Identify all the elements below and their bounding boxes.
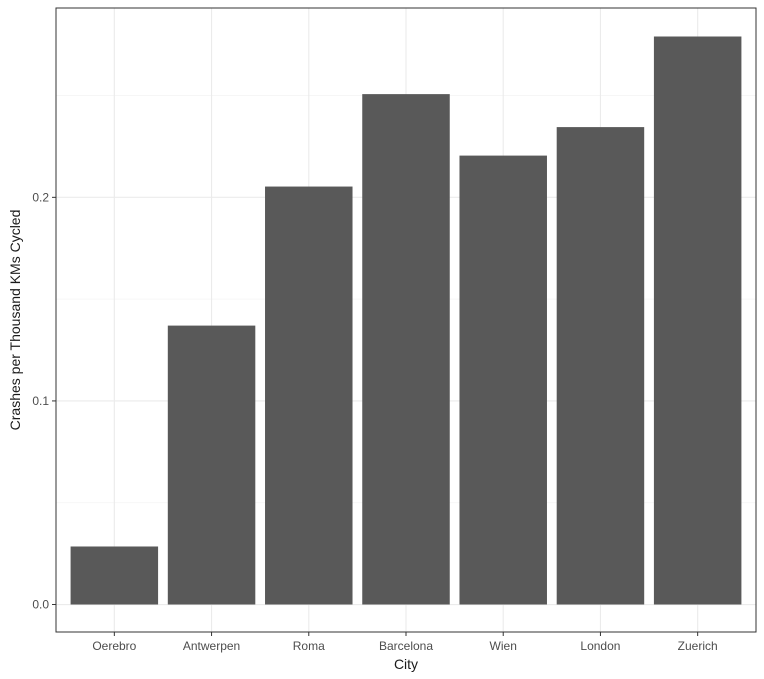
x-tick-label: Wien <box>490 639 517 653</box>
bar-wien <box>459 155 547 605</box>
x-tick-label: Zuerich <box>678 639 718 653</box>
x-tick-label: Antwerpen <box>183 639 240 653</box>
bar-oerebro <box>70 546 159 605</box>
bars <box>70 36 742 605</box>
bar-antwerpen <box>167 325 256 605</box>
y-tick-label: 0.2 <box>32 190 49 204</box>
y-tick-label: 0.1 <box>32 394 49 408</box>
x-axis-ticks: Oerebro Antwerpen Roma Barcelona Wien London Z… <box>92 632 718 653</box>
y-axis-ticks: 0.0 0.1 0.2 <box>32 190 56 612</box>
bar-london <box>556 127 645 605</box>
x-tick-label: Oerebro <box>92 639 136 653</box>
x-tick-label: Barcelona <box>379 639 433 653</box>
x-tick-label: London <box>580 639 620 653</box>
x-tick-label: Roma <box>293 639 325 653</box>
y-axis-title: Crashes per Thousand KMs Cycled <box>7 210 23 431</box>
x-axis-title: City <box>394 656 418 672</box>
y-tick-label: 0.0 <box>32 598 49 612</box>
bar-zuerich <box>653 36 742 605</box>
bar-roma <box>265 186 353 605</box>
bar-barcelona <box>362 94 450 605</box>
